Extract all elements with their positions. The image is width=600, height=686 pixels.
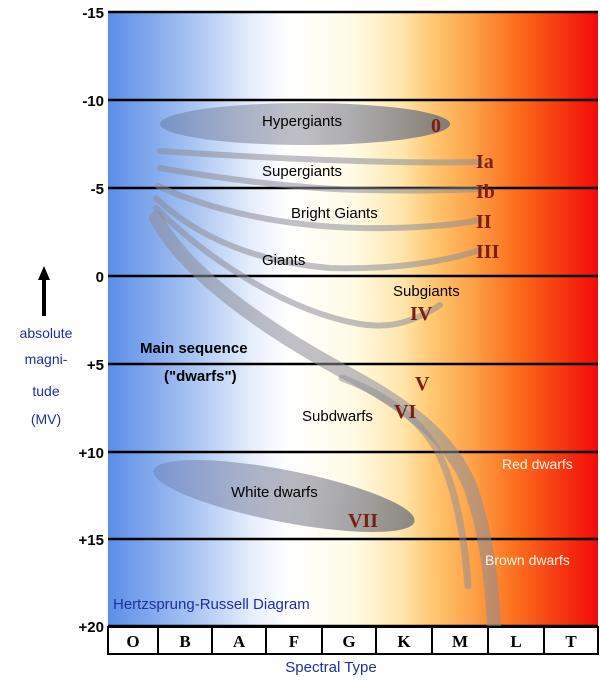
y-tick-m10: -10 [82,93,104,110]
x-axis: O B A F G K M L T [107,626,599,655]
label-main-sequence: Main sequence [140,340,248,357]
class-ii: II [476,211,492,233]
label-white-dwarfs: White dwarfs [231,484,318,501]
diagram-title: Hertzsprung-Russell Diagram [113,596,310,613]
x-tick-t: T [565,632,577,651]
y-label-symbol: (MV) [31,411,61,427]
y-tick-p10: +10 [79,445,104,462]
label-subdwarfs: Subdwarfs [302,408,373,425]
hypergiant-region [160,103,450,145]
y-tick-0: 0 [96,269,104,286]
bright-giant-band [155,183,483,232]
x-tick-k: K [397,632,411,651]
x-tick-o: O [126,632,139,651]
x-tick-f: F [289,632,299,651]
y-axis-ticks: -15 -10 -5 0 +5 +10 +15 +20 [79,5,104,636]
luminosity-class-labels: 0 Ia Ib II III IV V VI VII [348,115,500,532]
y-label-line2: magni- [25,351,68,367]
y-tick-m5: -5 [91,181,104,198]
luminosity-bands [149,103,501,633]
label-brown-dwarfs: Brown dwarfs [485,552,570,568]
subgiant-band [153,205,443,329]
class-0: 0 [431,115,441,137]
subdwarf-band [338,374,472,590]
label-giants: Giants [262,252,305,269]
x-tick-l: L [510,632,521,651]
class-vii: VII [348,510,378,532]
y-tick-p20: +20 [79,619,104,636]
x-axis-box [107,626,599,655]
label-dwarfs: ("dwarfs") [164,368,237,385]
y-tick-p5: +5 [87,357,104,374]
class-iv: IV [410,303,433,325]
y-axis-label: absolute magni- tude (MV) [20,266,73,427]
up-arrow-icon [38,266,50,316]
plot-background [108,12,598,626]
supergiant-band [157,148,483,166]
class-vi: VI [394,401,416,423]
x-tick-a: A [233,632,246,651]
giant-band [153,195,483,272]
label-supergiants: Supergiants [262,163,342,180]
x-axis-title: Spectral Type [285,659,376,676]
label-hypergiants: Hypergiants [262,113,342,130]
x-tick-m: M [452,632,468,651]
class-iii: III [476,241,500,263]
label-subgiants: Subgiants [393,283,460,300]
class-ia: Ia [476,151,494,173]
class-v: V [415,373,430,395]
label-red-dwarfs: Red dwarfs [502,456,573,472]
region-labels: Hypergiants Supergiants Bright Giants Gi… [140,113,573,568]
supergiant-ib-band [157,165,483,194]
label-bright-giants: Bright Giants [291,205,378,222]
y-label-line3: tude [32,383,59,399]
x-tick-g: G [342,632,355,651]
y-tick-p15: +15 [79,532,104,549]
y-label-line1: absolute [20,325,73,341]
x-tick-b: B [179,632,190,651]
class-ib: Ib [476,181,495,203]
y-tick-m15: -15 [82,5,104,22]
white-dwarf-region [153,460,415,532]
x-axis-dividers [157,627,545,654]
